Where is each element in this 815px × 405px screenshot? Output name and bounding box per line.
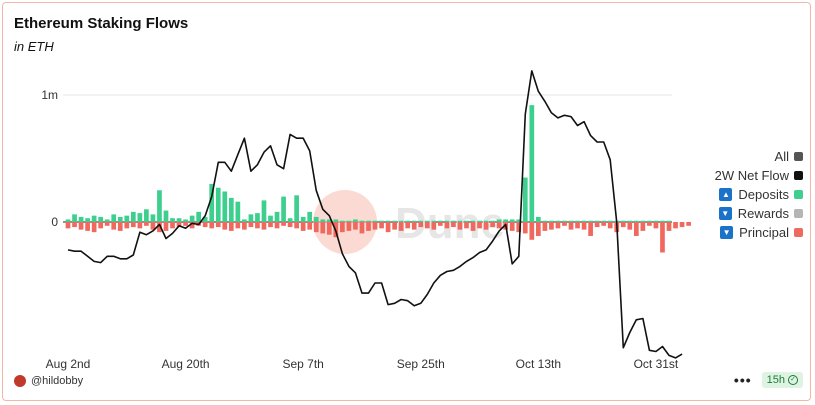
legend-item-all[interactable]: All xyxy=(715,147,803,166)
legend-label-all: All xyxy=(774,149,789,164)
legend-item-deposits[interactable]: ▲ Deposits xyxy=(715,185,803,204)
legend-swatch-rewards xyxy=(794,209,803,218)
author-name: @hildobby xyxy=(31,375,84,387)
legend-swatch-deposits xyxy=(794,190,803,199)
legend-swatch-net-flow xyxy=(794,171,803,180)
legend-item-principal[interactable]: ▼ Principal xyxy=(715,223,803,242)
legend-swatch-all xyxy=(794,152,803,161)
chart-subtitle: in ETH xyxy=(14,39,54,54)
sort-down-icon[interactable]: ▼ xyxy=(720,226,734,239)
legend-label-principal: Principal xyxy=(739,225,789,240)
check-icon: ✓ xyxy=(788,375,798,385)
legend-label-rewards: Rewards xyxy=(737,206,789,221)
more-options-icon[interactable]: ••• xyxy=(733,372,752,388)
refresh-badge[interactable]: 15h ✓ xyxy=(761,372,803,388)
chart-card: Ethereum Staking Flows in ETH xyxy=(2,2,811,401)
legend: All 2W Net Flow ▲ Deposits ▼ Rewards ▼ P… xyxy=(715,147,803,242)
footer-actions: ••• 15h ✓ xyxy=(734,372,803,388)
author-link[interactable]: @hildobby xyxy=(14,375,83,387)
legend-swatch-principal xyxy=(794,228,803,237)
refresh-age: 15h xyxy=(766,374,785,386)
sort-up-icon[interactable]: ▲ xyxy=(719,188,733,201)
avatar xyxy=(14,375,26,387)
legend-label-net-flow: 2W Net Flow xyxy=(714,168,789,183)
chart-title: Ethereum Staking Flows xyxy=(14,15,189,32)
legend-item-net-flow[interactable]: 2W Net Flow xyxy=(715,166,803,185)
sort-down-icon[interactable]: ▼ xyxy=(718,207,732,220)
legend-item-rewards[interactable]: ▼ Rewards xyxy=(715,204,803,223)
legend-label-deposits: Deposits xyxy=(738,187,789,202)
